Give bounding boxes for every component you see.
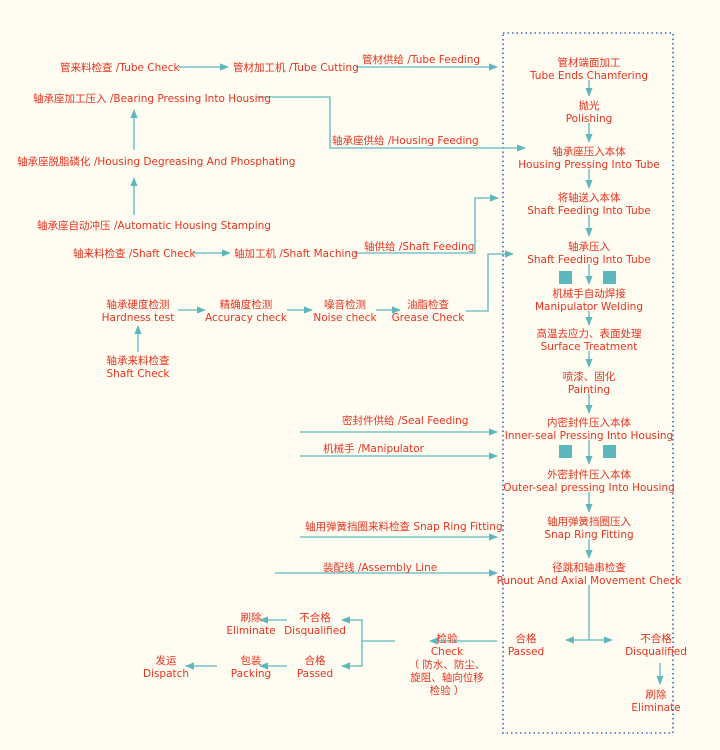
result-labels: 合格 Passed 不合格 Disqualified 刷除 Eliminate … bbox=[143, 611, 687, 714]
bearing-incoming-cn: 轴承来料检查 bbox=[107, 354, 170, 367]
manipulator-label: 机械手 /Manipulator bbox=[323, 442, 425, 455]
main-step-8-en: Painting bbox=[568, 384, 610, 396]
housing-feeding-label: 轴承座供给 /Housing Feeding bbox=[332, 134, 479, 147]
bearing-pressing-label: 轴承座加工压入 /Bearing Pressing Into Housing bbox=[33, 92, 271, 105]
main-step-10-en: Outer-seal pressing Into Housing bbox=[503, 482, 675, 494]
main-step-11-en: Snap Ring Fitting bbox=[544, 529, 633, 541]
main-step-9-en: Inner-seal Pressing Into Housing bbox=[505, 430, 673, 442]
main-step-12-cn: 径跳和轴串检查 bbox=[552, 561, 626, 574]
bottom-passed-cn: 合格 bbox=[305, 654, 326, 667]
bottom-eliminate-en: Eliminate bbox=[226, 625, 275, 637]
shaft-check-label: 轴来料检查 /Shaft Check bbox=[73, 247, 196, 260]
housing-degreasing-label: 轴承座脱脂磷化 /Housing Degreasing And Phosphat… bbox=[17, 155, 295, 168]
dispatch-en: Dispatch bbox=[143, 668, 189, 680]
hardness-cn: 轴承硬度检测 bbox=[107, 298, 170, 311]
main-step-1-en: Tube Ends Chamfering bbox=[529, 70, 648, 82]
main-step-3-en: Housing Pressing Into Tube bbox=[518, 159, 659, 171]
shaft-feeding-label: 轴供给 /Shaft Feeding bbox=[364, 240, 474, 253]
noise-en: Noise check bbox=[313, 312, 377, 324]
main-step-4-cn: 将轴送入本体 bbox=[558, 191, 621, 204]
accuracy-en: Accuracy check bbox=[205, 312, 288, 324]
connector-arrows bbox=[130, 63, 664, 685]
grease-cn: 油脂检查 bbox=[407, 298, 449, 311]
main-step-7-en: Surface Treatment bbox=[541, 341, 638, 353]
bearing-incoming-en: Shaft Check bbox=[106, 368, 170, 380]
main-step-8-cn: 喷漆、固化 bbox=[563, 370, 616, 383]
main-line-box bbox=[502, 32, 674, 734]
tube-check-label: 管来料检查 /Tube Check bbox=[60, 61, 181, 74]
check-note: 检验 ） bbox=[430, 684, 465, 697]
main-step-11-cn: 轴用弹簧挡圈压入 bbox=[547, 515, 631, 528]
eliminate-cn: 刷除 bbox=[646, 688, 667, 701]
housing-stamping-label: 轴承座自动冲压 /Automatic Housing Stamping bbox=[37, 219, 271, 232]
main-step-12-en: Runout And Axial Movement Check bbox=[497, 575, 683, 587]
bottom-eliminate-cn: 刷除 bbox=[241, 611, 262, 624]
check-note: 旋阻、轴向位移 bbox=[410, 671, 484, 684]
bottom-passed-en: Passed bbox=[297, 668, 333, 680]
main-step-3-cn: 轴承座压入本体 bbox=[552, 145, 626, 158]
snap-ring-check-label: 轴用弹簧挡圈来料检查 Snap Ring Fitting bbox=[305, 520, 503, 533]
passed-en: Passed bbox=[508, 646, 544, 658]
robot-station-marker bbox=[603, 445, 616, 458]
packing-en: Packing bbox=[231, 668, 271, 680]
disqualified-en: Disqualified bbox=[625, 646, 687, 658]
noise-cn: 噪音检测 bbox=[324, 298, 366, 311]
accuracy-cn: 精确度检测 bbox=[220, 298, 273, 311]
main-step-9-cn: 内密封件压入本体 bbox=[547, 416, 631, 429]
robot-station-marker bbox=[603, 271, 616, 284]
main-step-4-en: Shaft Feeding Into Tube bbox=[527, 205, 651, 217]
bottom-disqualified-en: Disqualified bbox=[284, 625, 346, 637]
hardness-en: Hardness test bbox=[102, 312, 175, 324]
main-step-7-cn: 高温去应力、表面处理 bbox=[537, 327, 642, 340]
main-step-5-en: Shaft Feeding Into Tube bbox=[527, 254, 651, 266]
eliminate-en: Eliminate bbox=[631, 702, 680, 714]
passed-cn: 合格 bbox=[516, 632, 537, 645]
main-step-2-cn: 抛光 bbox=[579, 99, 600, 112]
check-en: Check bbox=[431, 646, 464, 658]
disqualified-cn: 不合格 bbox=[640, 632, 672, 645]
robot-station-marker bbox=[559, 445, 572, 458]
bottom-disqualified-cn: 不合格 bbox=[299, 611, 331, 624]
shaft-maching-label: 轴加工机 /Shaft Maching bbox=[234, 247, 358, 260]
tube-cutting-label: 管材加工机 /Tube Cutting bbox=[233, 61, 359, 74]
main-step-5-cn: 轴承压入 bbox=[568, 240, 610, 253]
assembly-line-label: 装配线 /Assembly Line bbox=[323, 561, 437, 574]
grease-en: Grease Check bbox=[392, 312, 466, 324]
tube-feeding-label: 管材供给 /Tube Feeding bbox=[362, 53, 480, 66]
robot-station-marker bbox=[559, 271, 572, 284]
feed-labels: 管来料检查 /Tube Check 管材加工机 /Tube Cutting 管材… bbox=[17, 53, 503, 574]
main-step-10-cn: 外密封件压入本体 bbox=[547, 468, 631, 481]
main-step-1-cn: 管材端面加工 bbox=[558, 56, 621, 69]
dispatch-cn: 发运 bbox=[156, 654, 177, 667]
main-step-6-en: Manipulator Welding bbox=[535, 301, 643, 313]
main-step-2-en: Polishing bbox=[566, 113, 613, 125]
main-step-6-cn: 机械手自动焊接 bbox=[552, 287, 626, 300]
check-cn: 检验 bbox=[437, 632, 458, 645]
bearing-inspection-labels: 轴承硬度检测 Hardness test 精确度检测 Accuracy chec… bbox=[102, 298, 466, 380]
check-note: （ 防水、防尘、 bbox=[409, 658, 486, 671]
packing-cn: 包装 bbox=[241, 654, 262, 667]
seal-feeding-label: 密封件供给 /Seal Feeding bbox=[342, 414, 468, 427]
